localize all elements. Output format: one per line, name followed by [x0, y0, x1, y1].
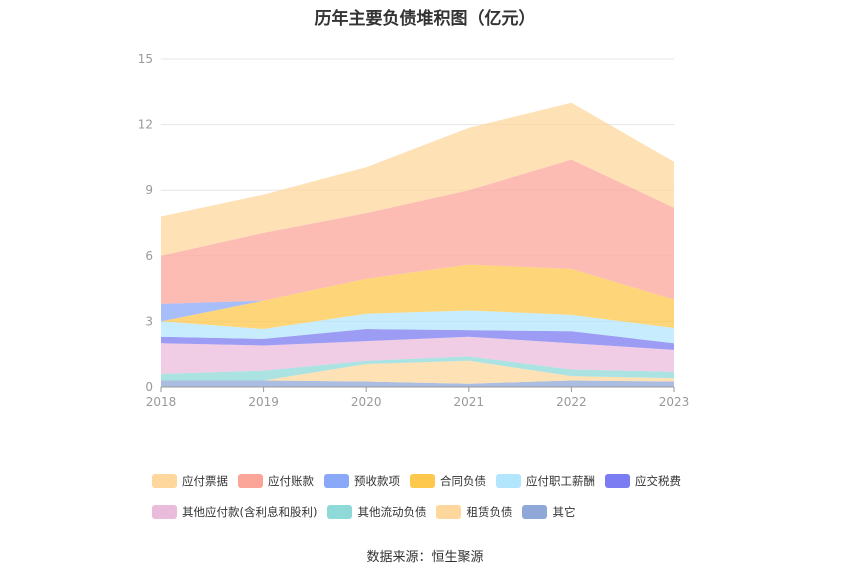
legend-item[interactable]: 租赁负债	[436, 503, 512, 520]
x-tick-label: 2020	[351, 395, 382, 409]
area-series-应付票据[interactable]	[161, 102, 674, 256]
area-series-其他应付款(含利息和股利)[interactable]	[161, 336, 674, 374]
legend-label: 预收款项	[354, 473, 400, 488]
legend-swatch	[496, 473, 521, 488]
legend: 应付票据 应付账款 预收款项 合同负债 应付职工薪酬 应交税费 其他应付款(含利息和股利)…	[152, 472, 712, 534]
legend-swatch	[436, 504, 462, 519]
x-tick-label: 2018	[146, 395, 177, 409]
legend-label: 租赁负债	[466, 504, 513, 519]
legend-item[interactable]: 其他应付款(含利息和股利)	[152, 503, 317, 520]
area-series-其它[interactable]	[161, 380, 674, 387]
legend-row: 其他应付款(含利息和股利) 其他流动负债 租赁负债 其它	[152, 503, 712, 520]
legend-swatch	[327, 504, 353, 519]
legend-item[interactable]: 其它	[522, 503, 575, 520]
legend-item[interactable]: 应付账款	[238, 472, 314, 489]
y-tick-label: 15	[138, 52, 153, 66]
area-series	[161, 102, 674, 387]
x-tick-label: 2021	[454, 395, 485, 409]
legend-label: 应付账款	[268, 473, 314, 488]
legend-item[interactable]: 应付职工薪酬	[496, 472, 595, 489]
y-tick-label: 6	[145, 249, 153, 263]
source-note: 数据来源：恒生聚源	[366, 550, 484, 565]
area-series-合同负债[interactable]	[161, 264, 674, 330]
legend-swatch	[152, 473, 177, 488]
area-series-应付职工薪酬[interactable]	[161, 310, 674, 344]
legend-swatch	[522, 504, 548, 519]
legend-label: 应交税费	[635, 473, 681, 488]
legend-swatch	[152, 504, 177, 519]
y-tick-label: 12	[138, 118, 153, 132]
chart-title: 历年主要负债堆积图（亿元）	[314, 9, 536, 29]
legend-label: 应付职工薪酬	[526, 473, 595, 488]
legend-row: 应付票据 应付账款 预收款项 合同负债 应付职工薪酬 应交税费	[152, 472, 712, 489]
legend-item[interactable]: 应交税费	[605, 472, 681, 489]
legend-item[interactable]: 合同负债	[410, 472, 486, 489]
legend-swatch	[410, 473, 435, 488]
area-series-租赁负债[interactable]	[161, 360, 674, 384]
x-tick-label: 2019	[248, 395, 279, 409]
area-series-应付账款[interactable]	[161, 159, 674, 304]
legend-swatch	[238, 473, 263, 488]
legend-label: 其他流动负债	[357, 504, 427, 519]
legend-swatch	[605, 473, 630, 488]
x-tick-label: 2022	[556, 395, 587, 409]
legend-item[interactable]: 预收款项	[324, 472, 400, 489]
axes: 0 3 6 9 12 15 2018 2019 2020 2021 2022 2023	[138, 52, 690, 409]
legend-item[interactable]: 其他流动负债	[327, 503, 426, 520]
legend-label: 其它	[552, 504, 576, 519]
legend-swatch	[324, 473, 349, 488]
area-series-应交税费[interactable]	[161, 329, 674, 350]
legend-label: 应付票据	[182, 473, 228, 488]
legend-item[interactable]: 应付票据	[152, 472, 228, 489]
legend-label: 合同负债	[440, 473, 486, 488]
y-tick-label: 3	[145, 314, 153, 328]
y-tick-label: 9	[145, 183, 153, 197]
y-tick-label: 0	[145, 380, 153, 394]
area-series-其他流动负债[interactable]	[161, 356, 674, 381]
x-tick-label: 2023	[659, 395, 690, 409]
legend-label: 其他应付款(含利息和股利)	[182, 504, 318, 519]
